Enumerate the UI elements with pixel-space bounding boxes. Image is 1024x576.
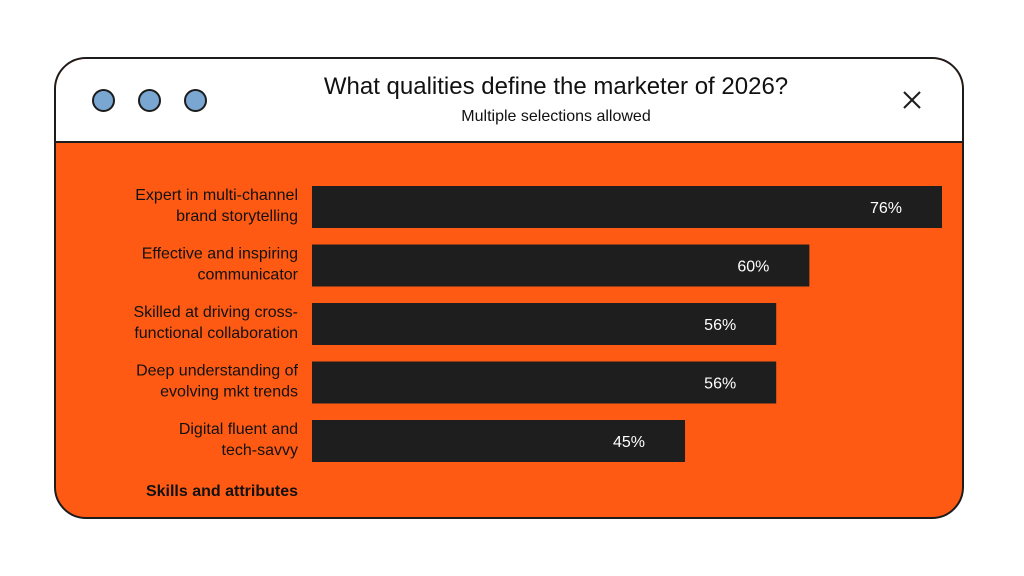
bar-chart: 76% Expert in multi-channel brand storytel…: [134, 186, 942, 462]
window-dot-3: [184, 89, 207, 112]
chart-title: What qualities define the marketer of 20…: [323, 73, 789, 100]
bar-3: [312, 303, 777, 345]
chart-subtitle: Multiple selections allowed: [461, 108, 651, 125]
category-label-5: Digital fluent and tech-savvy: [179, 421, 298, 459]
bar-value-label-3: 56%: [704, 317, 736, 334]
category-label-4: Deep understanding of evolving mkt trends: [136, 363, 298, 401]
bar-4: [312, 361, 777, 404]
close-icon[interactable]: [902, 90, 922, 110]
bar-2: [312, 244, 810, 287]
bar-value-label-5: 45%: [613, 434, 645, 451]
window-dot-2: [138, 89, 161, 112]
category-label-3: Skilled at driving cross-functional coll…: [134, 304, 299, 342]
category-label-1: Expert in multi-channel brand storytellin…: [135, 187, 298, 225]
chart-window: What qualities define the marketer of 20…: [54, 57, 964, 519]
bar-value-label-2: 60%: [737, 259, 769, 276]
window-dot-1: [92, 89, 115, 112]
axis-label: Skills and attributes: [145, 483, 298, 500]
bar-5: [312, 420, 686, 462]
bar-value-label-4: 56%: [704, 376, 736, 393]
bar-1: [312, 186, 942, 228]
bar-value-label-1: 76%: [870, 200, 902, 217]
window-titlebar: What qualities define the marketer of 20…: [56, 59, 962, 143]
category-label-2: Effective and inspiring communicator: [142, 246, 299, 284]
